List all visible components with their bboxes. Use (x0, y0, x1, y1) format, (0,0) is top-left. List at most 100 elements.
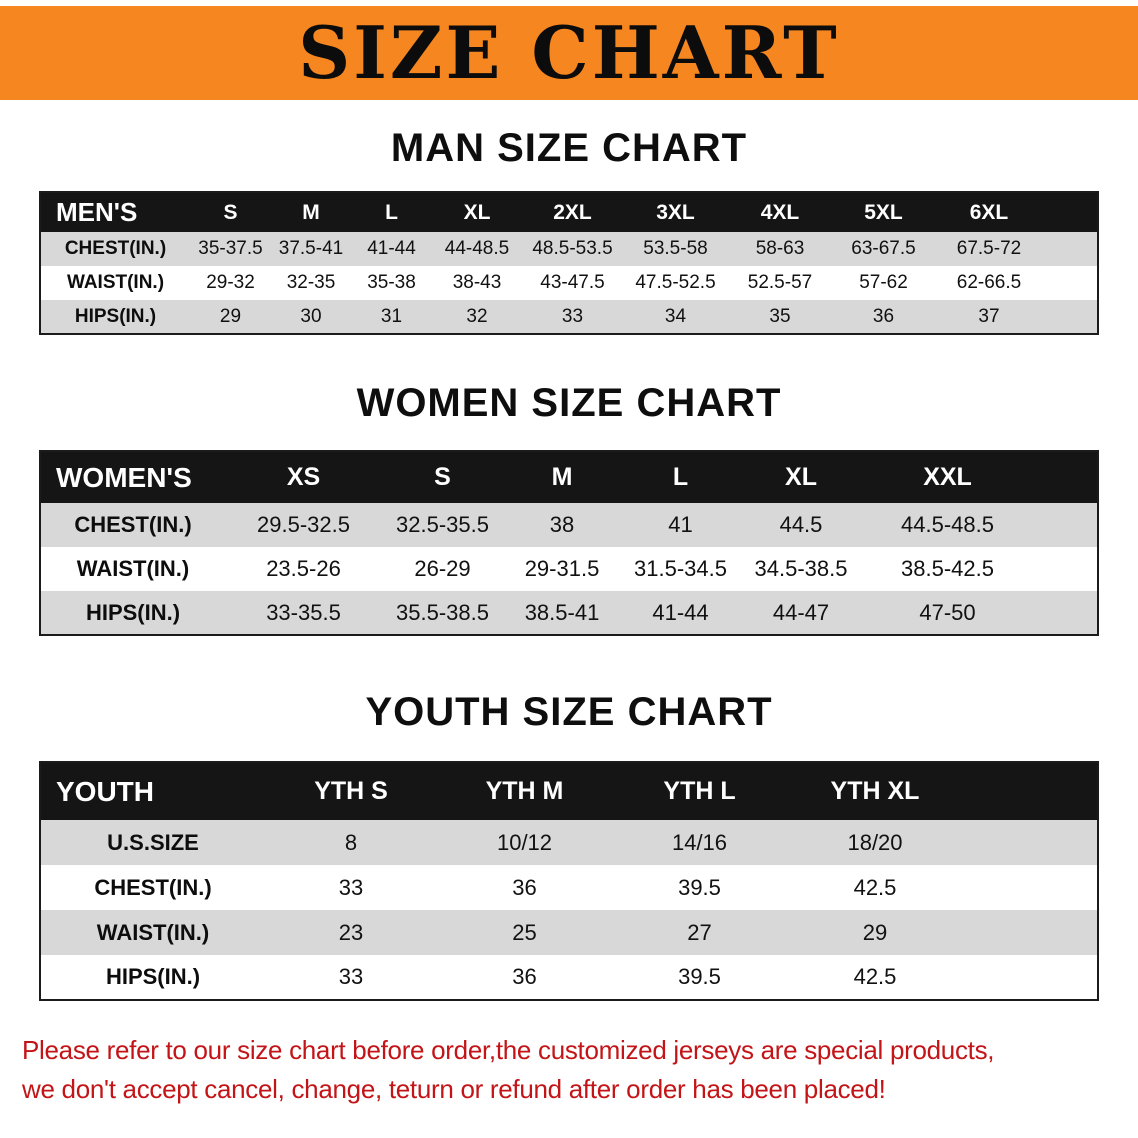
size-column-header: L (351, 192, 432, 232)
measurement-row-label: CHEST(IN.) (94, 874, 212, 900)
size-value-cell: 29 (862, 919, 888, 945)
men-waist-row: WAIST(IN.) 29-32 32-35 35-38 38-43 43-47… (40, 266, 1098, 300)
size-value-cell: 38.5-42.5 (901, 556, 994, 581)
youth-size-table: YOUTH YTH S YTH M YTH L YTH XL U.S.SIZE … (39, 761, 1099, 1001)
measurement-row-label: WAIST(IN.) (96, 919, 210, 945)
youth-chest-row: CHEST(IN.) 33 36 39.5 42.5 (40, 865, 1098, 910)
size-value-cell: 23 (338, 919, 364, 945)
size-value-cell: 33 (561, 305, 584, 327)
size-column-header: M (271, 192, 351, 232)
size-column-header: YTH XL (787, 762, 1098, 820)
size-chart-page: SIZE CHART MAN SIZE CHART MEN'S S M L XL… (0, 6, 1138, 1109)
size-value-cell: 35-37.5 (198, 238, 263, 259)
men-chest-row: CHEST(IN.) 35-37.5 37.5-41 41-44 44-48.5… (40, 232, 1098, 266)
size-value-cell: 23.5-26 (266, 556, 341, 581)
size-value-cell: 41 (668, 512, 693, 537)
measurement-row-label: CHEST(IN.) (64, 238, 167, 259)
disclaimer-line-1: Please refer to our size chart before or… (22, 1035, 995, 1065)
size-column-header: XL (432, 192, 522, 232)
size-value-cell: 29-32 (206, 272, 255, 293)
size-value-cell: 26-29 (414, 556, 471, 581)
size-value-cell: 37 (978, 305, 1000, 327)
size-value-cell: 53.5-58 (643, 238, 708, 259)
size-column-header: 2XL (522, 192, 623, 232)
size-value-cell: 36 (512, 874, 537, 900)
size-value-cell: 38 (549, 512, 575, 537)
measurement-row-label: WAIST(IN.) (66, 272, 165, 293)
size-value-cell: 29-31.5 (524, 556, 600, 581)
women-hips-row: HIPS(IN.) 33-35.5 35.5-38.5 38.5-41 41-4… (40, 591, 1098, 635)
size-value-cell: 33 (338, 964, 364, 989)
size-value-cell: 36 (512, 964, 537, 989)
men-size-section: MAN SIZE CHART MEN'S S M L XL 2XL 3XL 4X… (0, 126, 1138, 335)
size-column-header: XL (740, 451, 862, 503)
size-value-cell: 33-35.5 (266, 599, 341, 625)
women-section-heading: WOMEN SIZE CHART (356, 381, 782, 425)
title-banner: SIZE CHART (0, 6, 1138, 100)
size-value-cell: 42.5 (853, 964, 897, 989)
size-column-header: M (503, 451, 621, 503)
men-table-header-row: MEN'S S M L XL 2XL 3XL 4XL 5XL 6XL (40, 192, 1098, 232)
youth-size-section: YOUTH SIZE CHART YOUTH YTH S YTH M YTH L… (0, 690, 1138, 1001)
size-value-cell: 44-47 (772, 599, 830, 625)
size-value-cell: 42.5 (853, 874, 897, 900)
youth-section-heading: YOUTH SIZE CHART (365, 690, 773, 734)
size-value-cell: 29 (219, 305, 242, 327)
size-value-cell: 31.5-34.5 (634, 556, 727, 581)
size-column-header: YTH L (612, 762, 787, 820)
size-value-cell: 10/12 (496, 829, 553, 855)
size-value-cell: 18/20 (847, 829, 903, 855)
measurement-row-label: HIPS(IN.) (105, 964, 201, 989)
size-column-header: 6XL (935, 192, 1098, 232)
women-waist-row: WAIST(IN.) 23.5-26 26-29 29-31.5 31.5-34… (40, 547, 1098, 591)
men-section-heading: MAN SIZE CHART (390, 126, 748, 170)
size-value-cell: 67.5-72 (956, 238, 1022, 259)
size-value-cell: 41-44 (367, 238, 416, 259)
size-value-cell: 44-48.5 (444, 238, 510, 259)
size-value-cell: 43-47.5 (540, 272, 605, 293)
size-value-cell: 52.5-57 (747, 272, 813, 293)
size-column-header: XS (225, 451, 382, 503)
size-value-cell: 38.5-41 (524, 599, 600, 625)
measurement-row-label: WAIST(IN.) (76, 556, 190, 581)
women-size-section: WOMEN SIZE CHART WOMEN'S XS S M L XL XXL… (0, 381, 1138, 636)
size-column-header: 5XL (832, 192, 935, 232)
size-value-cell: 36 (872, 305, 895, 327)
size-value-cell: 62-66.5 (956, 272, 1022, 293)
size-value-cell: 63-67.5 (851, 238, 916, 259)
size-value-cell: 48.5-53.5 (532, 238, 613, 259)
size-value-cell: 58-63 (755, 238, 805, 259)
size-value-cell: 34 (664, 305, 687, 327)
youth-hips-row: HIPS(IN.) 33 36 39.5 42.5 (40, 955, 1098, 1000)
size-value-cell: 35 (769, 305, 791, 327)
size-value-cell: 32.5-35.5 (396, 512, 489, 537)
size-value-cell: 35.5-38.5 (396, 599, 489, 625)
youth-ussize-row: U.S.SIZE 8 10/12 14/16 18/20 (40, 820, 1098, 865)
size-value-cell: 35-38 (367, 272, 416, 293)
size-value-cell: 34.5-38.5 (754, 556, 848, 581)
size-value-cell: 47-50 (919, 599, 976, 625)
men-hips-row: HIPS(IN.) 29 30 31 32 33 34 35 36 37 (40, 300, 1098, 334)
size-column-header: 3XL (623, 192, 728, 232)
women-table-header-row: WOMEN'S XS S M L XL XXL (40, 451, 1098, 503)
size-value-cell: 39.5 (678, 964, 721, 989)
size-column-header: 4XL (728, 192, 832, 232)
size-column-header: L (621, 451, 740, 503)
size-value-cell: 29.5-32.5 (257, 512, 350, 537)
size-value-cell: 31 (380, 305, 403, 327)
page-title: SIZE CHART (298, 10, 840, 95)
size-column-header: S (190, 192, 271, 232)
size-value-cell: 8 (344, 829, 358, 855)
size-value-cell: 41-44 (652, 599, 709, 625)
size-value-cell: 32-35 (286, 272, 336, 293)
women-chest-row: CHEST(IN.) 29.5-32.5 32.5-35.5 38 41 44.… (40, 503, 1098, 547)
size-value-cell: 32 (466, 305, 488, 327)
women-table-title: WOMEN'S (40, 451, 225, 503)
size-value-cell: 25 (512, 919, 537, 945)
size-value-cell: 39.5 (678, 874, 721, 900)
measurement-row-label: HIPS(IN.) (85, 599, 181, 625)
size-value-cell: 44.5 (779, 512, 823, 537)
size-value-cell: 14/16 (671, 829, 728, 855)
size-value-cell: 33 (338, 874, 364, 900)
youth-table-header-row: YOUTH YTH S YTH M YTH L YTH XL (40, 762, 1098, 820)
